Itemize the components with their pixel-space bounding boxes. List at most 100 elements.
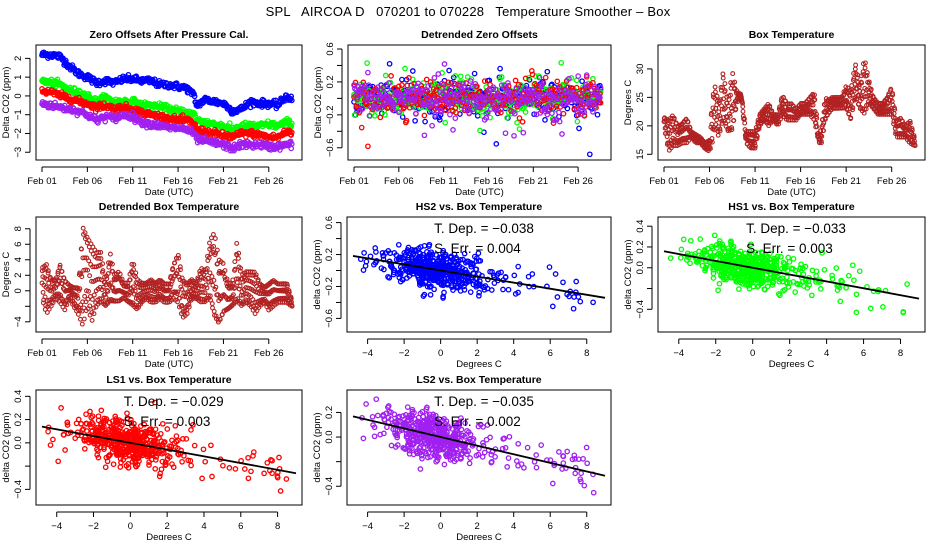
x-tick-label: Feb 06 <box>695 176 725 187</box>
data-point <box>587 98 594 104</box>
data-point <box>359 106 366 112</box>
data-point <box>545 88 551 95</box>
data-point <box>731 118 737 123</box>
data-point <box>577 98 584 105</box>
plot-area <box>39 49 295 154</box>
y-tick-label: 0 <box>13 288 24 293</box>
data-point <box>726 103 731 109</box>
data-point <box>440 88 446 95</box>
data-point <box>864 70 870 76</box>
data-point <box>205 293 211 299</box>
data-point <box>176 255 182 261</box>
y-tick-label: −3 <box>13 147 24 158</box>
data-point <box>443 107 449 114</box>
data-point <box>862 60 868 66</box>
data-point <box>85 296 91 302</box>
data-point <box>288 129 295 136</box>
data-point <box>438 109 445 115</box>
series-LS2 <box>351 61 604 139</box>
y-tick-label: 25 <box>635 92 646 103</box>
y-tick-label: −2 <box>13 128 24 139</box>
data-point <box>102 118 109 125</box>
data-point <box>534 99 541 106</box>
data-point <box>436 89 443 96</box>
data-point <box>421 112 428 119</box>
data-point <box>108 280 114 286</box>
data-point <box>733 106 739 112</box>
data-point <box>399 76 405 83</box>
panel-title: Detrended Box Temperature <box>99 201 240 213</box>
data-point <box>868 86 874 92</box>
y-tick-label: 30 <box>635 64 646 75</box>
data-point <box>232 259 238 265</box>
data-point <box>717 128 723 134</box>
y-tick-label: 8 <box>13 226 24 231</box>
x-axis: Feb 01 Feb 06 Feb 11 Feb 16 Feb 21 Feb 26Date… <box>27 166 284 198</box>
data-point <box>853 62 859 68</box>
data-point <box>487 87 493 94</box>
data-point <box>493 141 500 147</box>
data-point <box>431 286 437 293</box>
data-point <box>130 284 136 290</box>
data-point <box>470 106 476 113</box>
data-point <box>89 317 95 323</box>
data-point <box>209 274 215 279</box>
data-point <box>560 110 567 117</box>
plot-area <box>351 59 604 158</box>
data-point <box>368 93 375 99</box>
data-point <box>288 120 295 127</box>
data-point <box>710 105 716 111</box>
data-point <box>519 118 526 125</box>
data-point <box>96 255 102 261</box>
data-point <box>463 80 469 86</box>
data-point <box>866 79 872 85</box>
data-point <box>351 112 358 118</box>
data-point <box>79 321 85 327</box>
data-point <box>814 124 820 129</box>
data-point <box>472 80 479 87</box>
data-point <box>186 304 192 310</box>
data-point <box>862 106 867 112</box>
data-point <box>232 266 238 272</box>
data-point <box>217 316 223 322</box>
series-box-temperature <box>39 225 295 327</box>
data-point <box>846 111 852 117</box>
data-point <box>404 82 411 89</box>
data-point <box>191 93 198 100</box>
data-point <box>536 74 543 81</box>
data-point <box>852 66 858 72</box>
data-point <box>589 91 595 98</box>
data-point <box>111 271 117 277</box>
data-point <box>91 311 97 317</box>
data-point <box>224 276 230 282</box>
data-point <box>531 111 537 118</box>
panel-title: Zero Offsets After Pressure Cal. <box>90 29 249 41</box>
data-point <box>862 65 868 71</box>
data-point <box>82 230 88 236</box>
data-point <box>707 146 713 152</box>
data-point <box>447 88 454 95</box>
data-point <box>433 98 439 105</box>
data-point <box>597 84 604 91</box>
data-point <box>170 266 176 272</box>
data-point <box>169 278 175 284</box>
data-point <box>528 100 534 106</box>
data-point <box>289 303 295 309</box>
data-point <box>509 90 516 97</box>
data-point <box>442 119 449 126</box>
data-point <box>537 110 544 116</box>
data-point <box>528 68 535 74</box>
data-point <box>222 268 228 274</box>
data-point <box>427 79 434 85</box>
data-point <box>481 78 488 84</box>
data-point <box>435 71 442 77</box>
data-point <box>288 97 295 104</box>
data-point <box>722 105 728 111</box>
data-point <box>471 70 478 77</box>
data-point <box>409 68 416 74</box>
data-point <box>484 109 491 116</box>
data-point <box>810 102 816 108</box>
